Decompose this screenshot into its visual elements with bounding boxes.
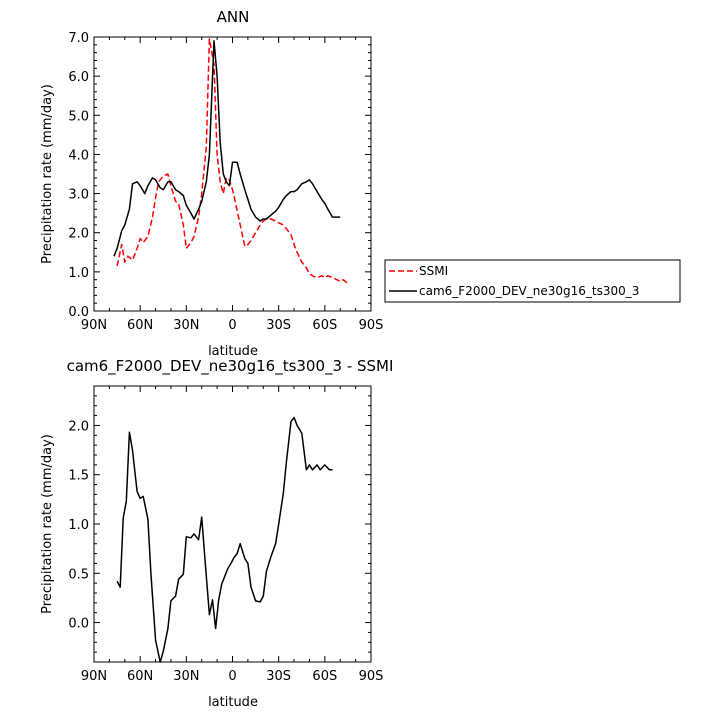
chart-difference: cam6_F2000_DEV_ne30g16_ts300_3 - SSMI 90… <box>40 357 393 710</box>
x-tick-label: 90S <box>359 669 384 684</box>
y-tick-label: 1.0 <box>68 266 89 281</box>
plot-frame <box>93 385 372 663</box>
series-line-difference <box>116 416 333 663</box>
x-tick-label: 30N <box>173 669 199 684</box>
x-tick-label: 60S <box>312 669 337 684</box>
y-tick-label: 6.0 <box>68 70 89 85</box>
x-tick-label: 90N <box>81 318 107 333</box>
y-tick-label: 1.5 <box>68 469 89 484</box>
x-tick-label: 0 <box>228 318 236 333</box>
legend-box <box>384 259 681 303</box>
x-tick-label: 0 <box>228 669 236 684</box>
y-tick-label: 0.5 <box>68 567 89 582</box>
y-tick-label: 1.0 <box>68 518 89 533</box>
y-tick-label: 3.0 <box>68 188 89 203</box>
legend-label-model: cam6_F2000_DEV_ne30g16_ts300_3 <box>419 284 639 298</box>
x-tick-label: 30S <box>266 669 291 684</box>
y-axis-label: Precipitation rate (mm/day) <box>40 434 55 614</box>
y-tick-label: 2.0 <box>68 227 89 242</box>
series-lines <box>116 416 333 663</box>
y-tick-labels: 0.0 1.0 2.0 3.0 4.0 5.0 6.0 7.0 <box>68 31 371 320</box>
y-tick-label: 7.0 <box>68 31 89 46</box>
x-tick-label: 60N <box>127 318 153 333</box>
plot-frame <box>93 36 372 312</box>
x-tick-label: 90S <box>359 318 384 333</box>
legend: SSMI cam6_F2000_DEV_ne30g16_ts300_3 <box>384 259 681 303</box>
x-tick-labels: 90N 60N 30N 0 30S 60S 90S <box>81 386 384 684</box>
y-tick-label: 0.0 <box>68 305 89 320</box>
y-tick-label: 2.0 <box>68 419 89 434</box>
x-axis-label: latitude <box>208 344 258 359</box>
x-tick-label: 30N <box>173 318 199 333</box>
y-axis-label: Precipitation rate (mm/day) <box>40 84 55 264</box>
y-tick-label: 4.0 <box>68 148 89 163</box>
chart-title: cam6_F2000_DEV_ne30g16_ts300_3 - SSMI <box>67 357 394 376</box>
y-tick-label: 0.0 <box>68 617 89 632</box>
x-tick-label: 60S <box>312 318 337 333</box>
chart-title: ANN <box>217 8 250 26</box>
legend-label-ssmi: SSMI <box>419 264 448 278</box>
x-tick-labels: 90N 60N 30N 0 30S 60S 90S <box>81 37 384 333</box>
y-tick-label: 5.0 <box>68 109 89 124</box>
x-tick-label: 60N <box>127 669 153 684</box>
y-tick-labels: 0.0 0.5 1.0 1.5 2.0 <box>68 385 371 663</box>
series-line-ssmi <box>116 38 349 285</box>
x-tick-label: 30S <box>266 318 291 333</box>
chart-annual-precipitation: ANN 90N 60N 30N 0 30S 60S 90S 0.0 1.0 2.0 3.0 4.0 5… <box>40 8 383 359</box>
series-line-cam6-f2000-dev-ne30g16-ts300-3 <box>113 40 341 257</box>
x-tick-label: 90N <box>81 669 107 684</box>
x-axis-label: latitude <box>208 695 258 710</box>
series-lines <box>113 38 349 285</box>
